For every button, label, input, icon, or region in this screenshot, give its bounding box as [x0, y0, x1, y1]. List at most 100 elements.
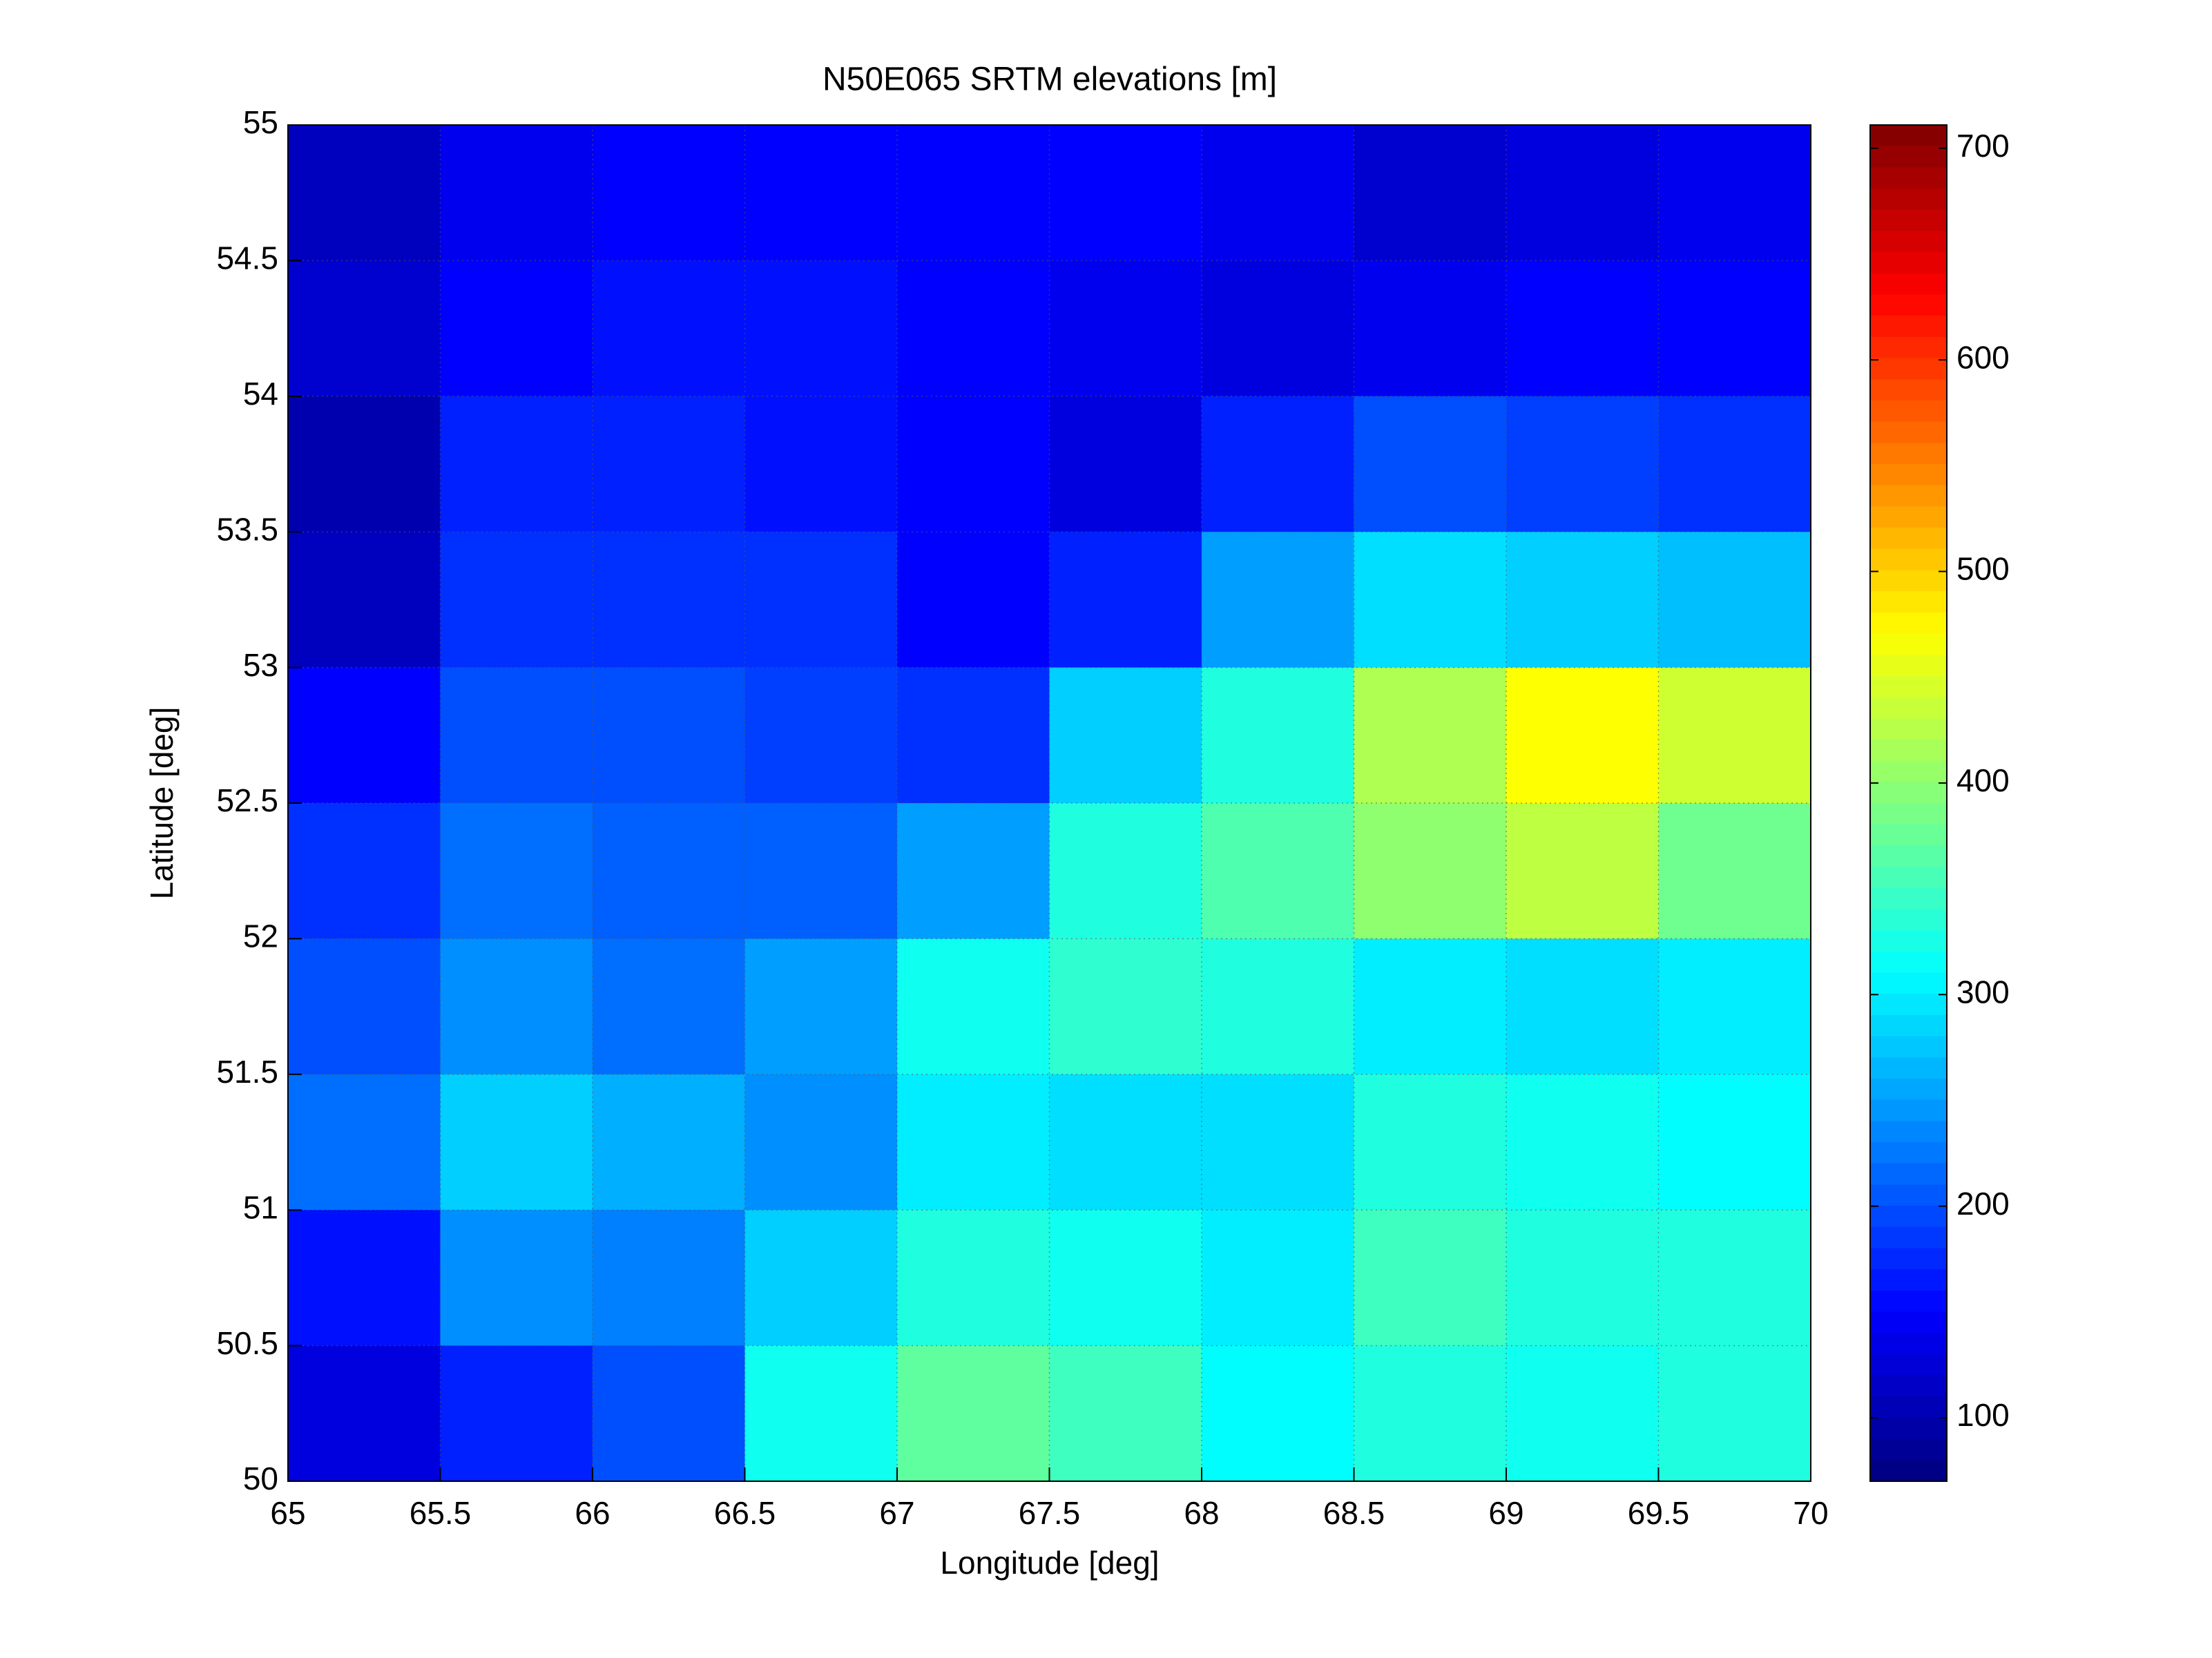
heatmap-cell: [1354, 938, 1507, 1075]
heatmap-cell: [1049, 938, 1202, 1075]
heatmap-cell: [1506, 1210, 1659, 1347]
heatmap-cell: [897, 1345, 1050, 1482]
y-tick-label: 54: [243, 376, 278, 412]
heatmap-cell: [440, 396, 593, 532]
heatmap-cell: [593, 1345, 745, 1482]
colorbar-tick-label: 300: [1956, 974, 2010, 1010]
heatmap-cell: [440, 1074, 593, 1211]
y-tick-label: 50.5: [216, 1325, 278, 1361]
heatmap-cell: [1049, 667, 1202, 804]
colorbar-tick-label: 700: [1956, 128, 2010, 164]
heatmap-cell: [897, 125, 1050, 261]
heatmap-cell: [1506, 1074, 1659, 1211]
heatmap-cell: [1049, 532, 1202, 668]
heatmap-cell: [1354, 1345, 1507, 1482]
y-tick-label: 55: [243, 104, 278, 140]
heatmap-cell: [744, 260, 898, 397]
heatmap-cell: [440, 532, 593, 668]
heatmap-cell: [1354, 125, 1507, 261]
heatmap-cell: [897, 260, 1050, 397]
colorbar-tick-label: 600: [1956, 339, 2010, 375]
heatmap-cell: [593, 1074, 745, 1211]
heatmap-cell: [288, 260, 441, 397]
heatmap-cell: [744, 667, 898, 804]
heatmap-cell: [1202, 396, 1354, 532]
heatmap-cell: [1049, 803, 1202, 939]
x-tick-label: 68: [1184, 1495, 1219, 1531]
heatmap-cell: [593, 938, 745, 1075]
heatmap-cell: [288, 1074, 441, 1211]
heatmap-cell: [593, 125, 745, 261]
heatmap-cell: [897, 1074, 1050, 1211]
x-tick-label: 65.5: [410, 1495, 472, 1531]
x-tick-label: 68.5: [1323, 1495, 1385, 1531]
x-tick-label: 69.5: [1628, 1495, 1690, 1531]
heatmap-cell: [440, 1345, 593, 1482]
heatmap-cell: [897, 938, 1050, 1075]
heatmap-cell: [593, 667, 745, 804]
heatmap-cell: [1202, 260, 1354, 397]
heatmap-cell: [593, 803, 745, 939]
heatmap-cell: [288, 667, 441, 804]
heatmap-cell: [1049, 260, 1202, 397]
colorbar: [1869, 124, 1947, 1482]
y-tick-label: 54.5: [216, 240, 278, 276]
heatmap-cell: [1506, 1345, 1659, 1482]
heatmap-cell: [744, 938, 898, 1075]
heatmap-cell: [1049, 396, 1202, 532]
axes-frame: [287, 124, 1811, 1482]
x-tick-label: 67: [879, 1495, 914, 1531]
heatmap-cell: [1354, 396, 1507, 532]
heatmap-cell: [1049, 1074, 1202, 1211]
heatmap-cell: [1658, 125, 1811, 261]
y-tick-label: 52: [243, 918, 278, 954]
heatmap-cell: [593, 396, 745, 532]
x-axis-label: Longitude [deg]: [940, 1545, 1159, 1581]
x-tick-label: 67.5: [1019, 1495, 1081, 1531]
y-tick-label: 51.5: [216, 1054, 278, 1090]
heatmap-cell: [288, 938, 441, 1075]
heatmap-cell: [440, 803, 593, 939]
y-tick-label: 53: [243, 647, 278, 683]
heatmap-cell: [440, 125, 593, 261]
x-tick-label: 66: [575, 1495, 610, 1531]
heatmap-cell: [897, 396, 1050, 532]
heatmap-cell: [1202, 1210, 1354, 1347]
x-tick-label: 70: [1793, 1495, 1828, 1531]
heatmap-cell: [288, 1210, 441, 1347]
heatmap-cell: [593, 532, 745, 668]
heatmap-cell: [1202, 803, 1354, 939]
heatmap-cell: [897, 667, 1050, 804]
heatmap-cell: [1354, 1210, 1507, 1347]
heatmap-cell: [744, 532, 898, 668]
heatmap-cell: [593, 260, 745, 397]
heatmap-cell: [440, 1210, 593, 1347]
heatmap-cell: [1354, 260, 1507, 397]
heatmap-cell: [1506, 938, 1659, 1075]
heatmap-cell: [1202, 1345, 1354, 1482]
heatmap-cell: [744, 1345, 898, 1482]
heatmap-cell: [288, 532, 441, 668]
heatmap-cell: [288, 1345, 441, 1482]
heatmap-cell: [1658, 938, 1811, 1075]
heatmap-cell: [1506, 667, 1659, 804]
heatmap-cell: [1354, 803, 1507, 939]
heatmap-cell: [1506, 260, 1659, 397]
heatmap-cell: [744, 1210, 898, 1347]
x-tick-label: 69: [1488, 1495, 1523, 1531]
heatmap-cell: [593, 1210, 745, 1347]
heatmap-cell: [1202, 532, 1354, 668]
heatmap-cell: [288, 396, 441, 532]
x-tick-label: 65: [270, 1495, 305, 1531]
heatmap-cell: [1658, 1074, 1811, 1211]
heatmap-cell: [1658, 532, 1811, 668]
heatmap-cell: [1049, 1345, 1202, 1482]
heatmap-cell: [1506, 125, 1659, 261]
heatmap-cell: [1658, 1210, 1811, 1347]
heatmap-cell: [1202, 938, 1354, 1075]
heatmap-cell: [1354, 532, 1507, 668]
heatmap-cell: [1506, 803, 1659, 939]
heatmap-cell: [1658, 667, 1811, 804]
